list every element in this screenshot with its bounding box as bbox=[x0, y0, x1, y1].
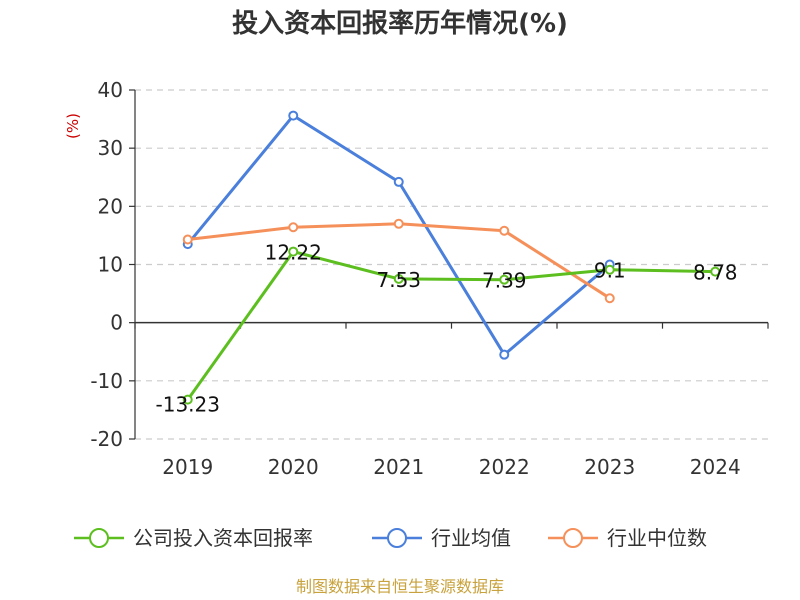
chart-title: 投入资本回报率历年情况(%) bbox=[232, 8, 568, 39]
legend-label: 公司投入资本回报率 bbox=[133, 526, 313, 550]
data-labels: -13.23 12.22 7.53 7.39 9.1 8.78 bbox=[156, 241, 738, 417]
y-tick-label: 40 bbox=[98, 78, 123, 102]
data-label: 9.1 bbox=[594, 259, 626, 283]
x-tick-label: 2020 bbox=[268, 455, 319, 479]
legend-label: 行业均值 bbox=[431, 526, 511, 550]
data-point[interactable] bbox=[393, 218, 404, 229]
y-tick-label: 10 bbox=[98, 253, 123, 277]
data-label: 12.22 bbox=[265, 241, 322, 265]
legend-item[interactable]: 行业均值 bbox=[372, 526, 511, 550]
x-tick-label: 2023 bbox=[584, 455, 635, 479]
x-tick-label: 2019 bbox=[162, 455, 213, 479]
y-tick-label: 20 bbox=[98, 194, 123, 218]
axes: -20 -10 0 10 20 30 40 2019 2020 2021 2022 2023 2024 bbox=[90, 78, 769, 479]
y-axis-unit: (%) bbox=[64, 113, 82, 139]
data-point[interactable] bbox=[604, 293, 615, 304]
x-tick-label: 2022 bbox=[479, 455, 530, 479]
y-tick-label: -10 bbox=[90, 369, 123, 393]
data-label: -13.23 bbox=[156, 393, 220, 417]
data-point[interactable] bbox=[499, 349, 510, 360]
legend-marker bbox=[563, 528, 583, 548]
y-tick-label: 0 bbox=[110, 311, 123, 335]
data-point[interactable] bbox=[182, 394, 193, 405]
legend-item[interactable]: 公司投入资本回报率 bbox=[74, 526, 313, 550]
series-points bbox=[182, 110, 721, 405]
data-point[interactable] bbox=[499, 274, 510, 285]
data-point[interactable] bbox=[393, 176, 404, 187]
series-line bbox=[186, 250, 716, 401]
data-point[interactable] bbox=[288, 222, 299, 233]
data-point[interactable] bbox=[604, 264, 615, 275]
gridlines bbox=[135, 89, 768, 440]
legend-marker bbox=[387, 528, 407, 548]
legend-item[interactable]: 行业中位数 bbox=[548, 526, 707, 550]
legend[interactable]: 公司投入资本回报率 行业均值 行业中位数 bbox=[74, 526, 707, 550]
data-label: 7.39 bbox=[482, 269, 527, 293]
data-point[interactable] bbox=[499, 225, 510, 236]
data-point[interactable] bbox=[288, 110, 299, 121]
source-note: 制图数据来自恒生聚源数据库 bbox=[296, 577, 504, 596]
data-point[interactable] bbox=[182, 234, 193, 245]
data-label: 8.78 bbox=[693, 261, 738, 285]
x-tick-label: 2024 bbox=[690, 455, 741, 479]
y-tick-label: 30 bbox=[98, 136, 123, 160]
legend-label: 行业中位数 bbox=[607, 526, 707, 550]
data-point[interactable] bbox=[710, 266, 721, 277]
x-tick-label: 2021 bbox=[373, 455, 424, 479]
data-point[interactable] bbox=[393, 273, 404, 284]
y-tick-label: -20 bbox=[90, 427, 123, 451]
data-label: 7.53 bbox=[376, 268, 421, 292]
legend-marker bbox=[89, 528, 109, 548]
data-point[interactable] bbox=[288, 246, 299, 257]
series-line bbox=[186, 114, 611, 357]
